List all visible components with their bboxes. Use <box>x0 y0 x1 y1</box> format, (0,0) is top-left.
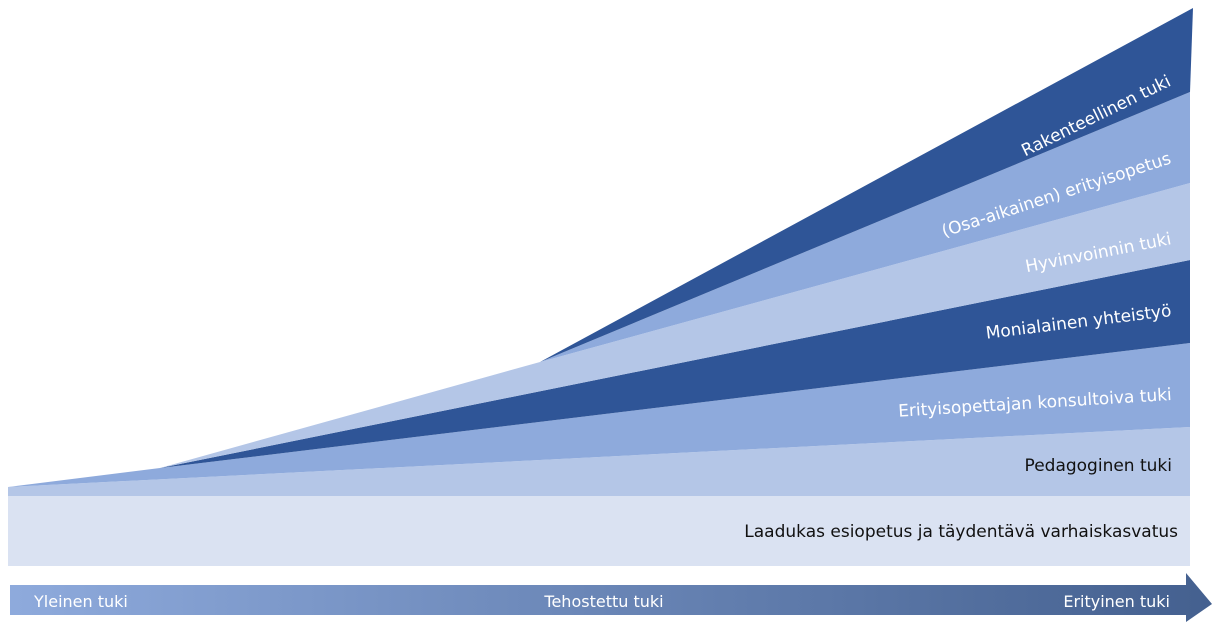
arrow-label-tehostettu-tuki: Tehostettu tuki <box>543 592 663 611</box>
layer-erityisopettajan-konsultoiva-tuki <box>8 343 1190 487</box>
support-layers <box>8 8 1193 496</box>
arrow-label-erityinen-tuki: Erityinen tuki <box>1063 592 1170 611</box>
layer-label-pedagoginen-tuki: Pedagoginen tuki <box>1025 456 1172 476</box>
arrow-label-yleinen-tuki: Yleinen tuki <box>33 592 128 611</box>
layer-pedagoginen-tuki <box>8 427 1190 496</box>
base-layer <box>8 496 1190 566</box>
base-label: Laadukas esiopetus ja täydentävä varhais… <box>744 522 1178 542</box>
layer-rakenteellinen-tuki <box>540 8 1193 362</box>
layer-hyvinvoinnin-tuki <box>160 183 1190 468</box>
support-level-arrow <box>10 573 1212 622</box>
